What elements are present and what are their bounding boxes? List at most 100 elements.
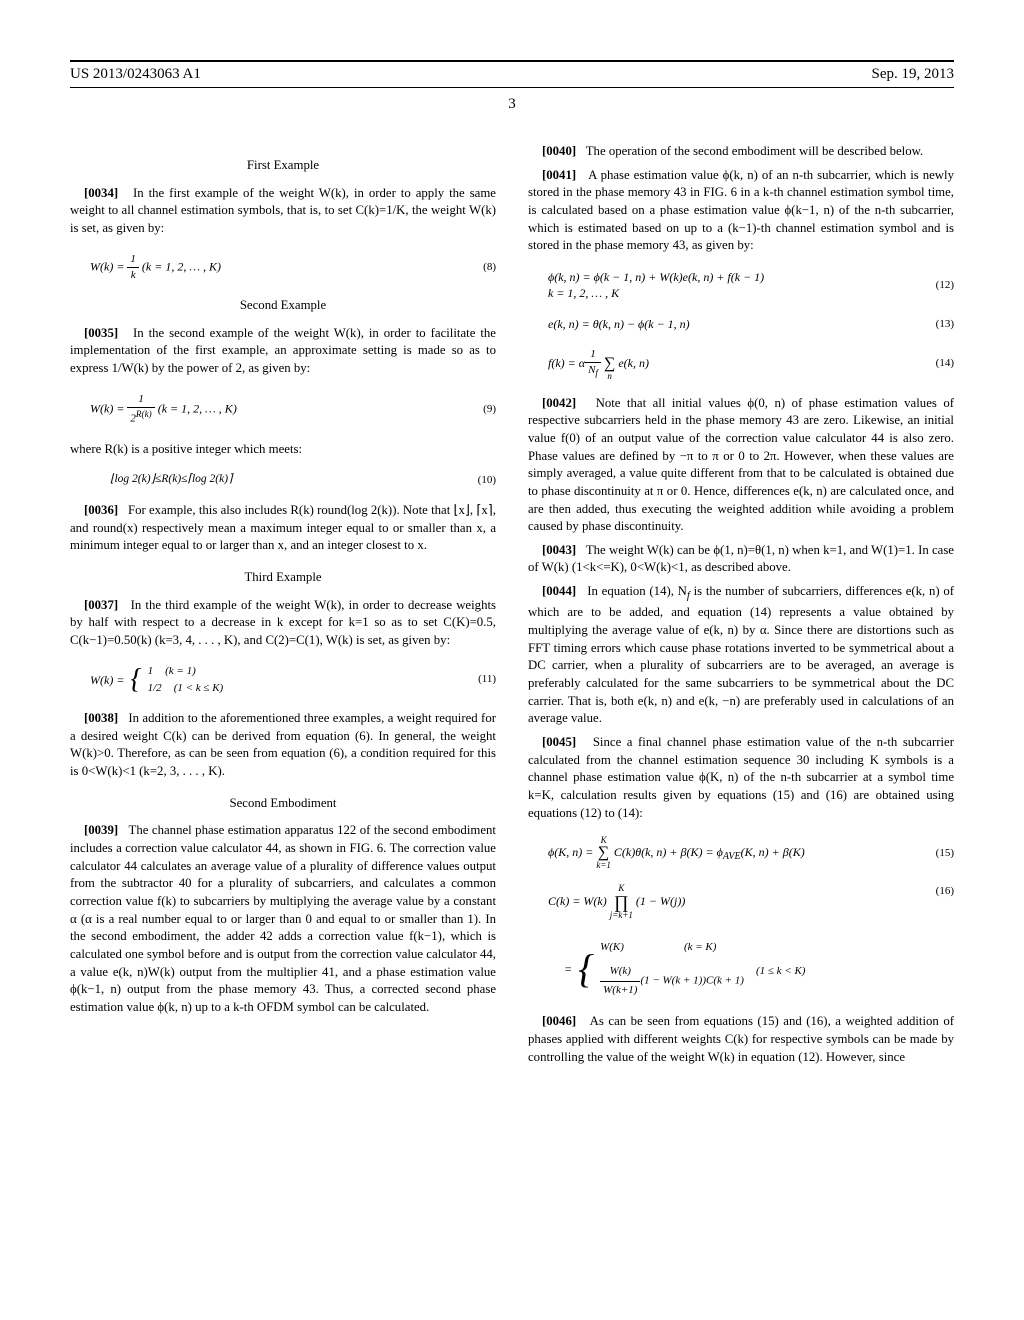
eq16-lhs: C(k) = W(k) [548,894,610,908]
para-num-38: [0038] [84,711,118,725]
para-37-text: In the third example of the weight W(k),… [70,598,496,647]
eq16-case1-cond: (k = K) [684,939,716,957]
right-column: [0040] The operation of the second embod… [528,143,954,1072]
equation-16: C(k) = W(k) K∏j=k+1 (1 − W(j)) = { W(K)(… [548,884,954,999]
eq13-body: e(k, n) = θ(k, n) − ϕ(k − 1, n) [548,316,926,333]
para-44-text-a: In equation (14), N [587,584,687,598]
patent-page: US 2013/0243063 A1 Sep. 19, 2013 3 First… [0,0,1024,1112]
equation-9: W(k) = 12R(k) (k = 1, 2, … , K) (9) [90,392,496,427]
paragraph-36: [0036] For example, this also includes R… [70,502,496,555]
publication-date: Sep. 19, 2013 [872,66,955,83]
eq15-sub: AVE [723,851,741,862]
para-num-46: [0046] [542,1014,576,1028]
eq14-rhs: e(k, n) [615,355,649,369]
section-title-second-embodiment: Second Embodiment [70,795,496,813]
eq16-prod-inner: (1 − W(j)) [633,894,685,908]
eq12-line2: k = 1, 2, … , K [548,286,619,300]
para-num-42: [0042] [542,396,576,410]
equation-15: ϕ(K, n) = K∑k=1 C(k)θ(k, n) + β(K) = ϕAV… [548,836,954,870]
eq9-body: W(k) = 12R(k) (k = 1, 2, … , K) [90,392,473,427]
para-num-34: [0034] [84,186,118,200]
eq12-line1: ϕ(k, n) = ϕ(k − 1, n) + W(k)e(k, n) + f(… [548,270,764,284]
para-num-36: [0036] [84,503,118,517]
paragraph-44: [0044] In equation (14), Nf is the numbe… [528,583,954,728]
header-bar: US 2013/0243063 A1 Sep. 19, 2013 [70,60,954,88]
eq15-num: (15) [926,846,954,861]
para-39-text: The channel phase estimation apparatus 1… [70,823,496,1014]
section-title-second-example: Second Example [70,297,496,315]
eq10-body: ⌊log 2(k)⌋≤R(k)≤⌈log 2(k)⌉ [110,472,233,488]
paragraph-40: [0040] The operation of the second embod… [528,143,954,161]
para-38-text: In addition to the aforementioned three … [70,711,496,778]
eq14-num: (14) [926,356,954,371]
eq16-num: (16) [926,884,954,899]
eq16-case1: W(K) [600,939,624,957]
para-num-37: [0037] [84,598,118,612]
columns-container: First Example [0034] In the first exampl… [70,143,954,1072]
para-44-text-b: is the number of subcarriers, difference… [528,584,954,725]
eq16-case2-tail: (1 − W(k + 1))C(k + 1) [640,975,744,987]
eq8-body: W(k) = 1k (k = 1, 2, … , K) [90,252,473,283]
eq13-num: (13) [926,317,954,332]
para-42-text: Note that all initial values ϕ(0, n) of … [528,396,954,534]
paragraph-34: [0034] In the first example of the weigh… [70,185,496,238]
para-num-41: [0041] [542,168,576,182]
para-num-43: [0043] [542,543,576,557]
para-num-44: [0044] [542,584,576,598]
eq8-range: (k = 1, 2, … , K) [139,259,221,273]
para-36-text: For example, this also includes R(k) rou… [70,503,496,552]
eq11-case1-cond: (k = 1) [165,664,196,679]
paragraph-39: [0039] The channel phase estimation appa… [70,822,496,1016]
paragraph-41: [0041] A phase estimation value ϕ(k, n) … [528,167,954,255]
paragraph-37: [0037] In the third example of the weigh… [70,597,496,650]
where-clause: where R(k) is a positive integer which m… [70,441,496,459]
eq11-case2-cond: (1 < k ≤ K) [174,681,224,696]
paragraph-42: [0042] Note that all initial values ϕ(0,… [528,395,954,536]
para-41-text: A phase estimation value ϕ(k, n) of an n… [528,168,954,253]
eq15-body: ϕ(K, n) = K∑k=1 C(k)θ(k, n) + β(K) = ϕAV… [548,836,926,870]
para-45-text: Since a final channel phase estimation v… [528,735,954,820]
para-43-text: The weight W(k) can be ϕ(1, n)=θ(1, n) w… [528,543,954,575]
equation-14: f(k) = α1Nf ∑n e(k, n) (14) [548,347,954,381]
para-num-35: [0035] [84,326,118,340]
eq16-case2: W(k)W(k+1)(1 − W(k + 1))C(k + 1) [600,963,744,999]
eq11-case1: 1 [148,664,154,679]
para-34-text: In the first example of the weight W(k),… [70,186,496,235]
para-40-text: The operation of the second embodiment w… [586,144,923,158]
eq9-range: (k = 1, 2, … , K) [155,401,237,415]
eq11-case2: 1/2 [148,681,162,696]
equation-11: W(k) = { 1(k = 1) 1/2(1 < k ≤ K) (11) [90,664,496,696]
equation-10: ⌊log 2(k)⌋≤R(k)≤⌈log 2(k)⌉ (10) [110,472,496,488]
eq11-body: W(k) = { 1(k = 1) 1/2(1 < k ≤ K) [90,664,468,696]
left-column: First Example [0034] In the first exampl… [70,143,496,1072]
page-number: 3 [70,96,954,113]
para-num-39: [0039] [84,823,118,837]
eq11-num: (11) [468,672,496,687]
paragraph-46: [0046] As can be seen from equations (15… [528,1013,954,1066]
paragraph-45: [0045] Since a final channel phase estim… [528,734,954,822]
eq8-lhs: W(k) = [90,259,127,273]
eq15-mid: C(k)θ(k, n) + β(K) = ϕ [611,845,723,859]
eq14-lhs: f(k) = α [548,355,585,369]
eq8-num: (8) [473,260,496,275]
paragraph-43: [0043] The weight W(k) can be ϕ(1, n)=θ(… [528,542,954,577]
eq15-rhs: (K, n) + β(K) [741,845,805,859]
para-num-45: [0045] [542,735,576,749]
section-title-third-example: Third Example [70,569,496,587]
eq10-num: (10) [468,473,496,488]
section-title-first-example: First Example [70,157,496,175]
publication-number: US 2013/0243063 A1 [70,66,201,83]
eq12-body: ϕ(k, n) = ϕ(k − 1, n) + W(k)e(k, n) + f(… [548,269,926,302]
para-46-text: As can be seen from equations (15) and (… [528,1014,954,1063]
eq12-num: (12) [926,278,954,293]
eq16-case2-cond: (1 ≤ k < K) [756,963,806,999]
equation-8: W(k) = 1k (k = 1, 2, … , K) (8) [90,252,496,283]
para-num-40: [0040] [542,144,576,158]
para-35-text: In the second example of the weight W(k)… [70,326,496,375]
eq14-body: f(k) = α1Nf ∑n e(k, n) [548,347,926,381]
eq15-lhs: ϕ(K, n) = [548,845,596,859]
equation-13: e(k, n) = θ(k, n) − ϕ(k − 1, n) (13) [548,316,954,333]
paragraph-38: [0038] In addition to the aforementioned… [70,710,496,781]
eq16-body: C(k) = W(k) K∏j=k+1 (1 − W(j)) = { W(K)(… [548,884,926,999]
equation-12: ϕ(k, n) = ϕ(k − 1, n) + W(k)e(k, n) + f(… [548,269,954,302]
